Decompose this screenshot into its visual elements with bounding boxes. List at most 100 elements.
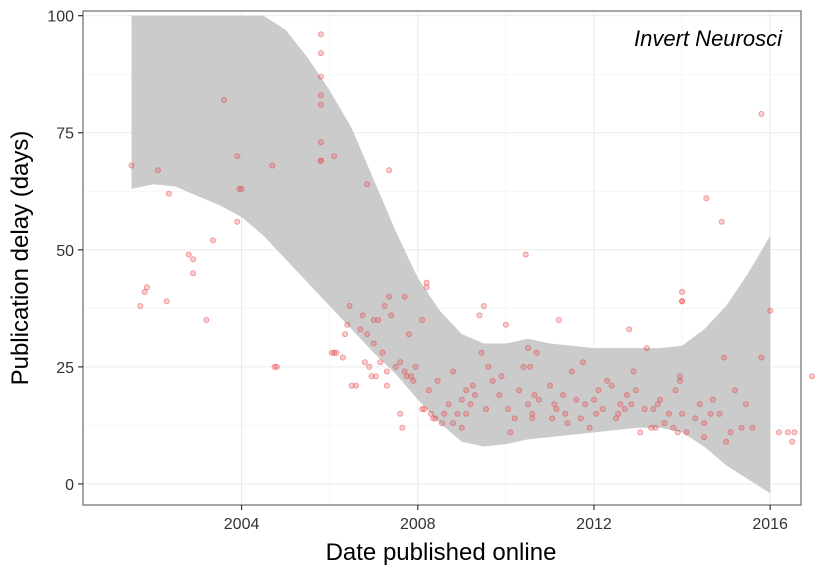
data-point xyxy=(234,218,241,225)
data-point xyxy=(593,410,600,417)
data-point xyxy=(220,97,227,104)
data-point xyxy=(209,237,216,244)
data-point xyxy=(679,288,686,295)
data-point xyxy=(679,298,686,305)
data-point xyxy=(723,438,730,445)
data-point xyxy=(621,405,628,412)
panel-annotation: Invert Neurosci xyxy=(634,26,783,51)
data-point xyxy=(471,391,478,398)
data-point xyxy=(591,396,598,403)
data-point xyxy=(386,293,393,300)
data-point xyxy=(791,429,798,436)
data-point xyxy=(432,415,439,422)
data-point xyxy=(401,368,408,375)
data-point xyxy=(580,359,587,366)
data-point xyxy=(522,251,529,258)
data-point xyxy=(392,363,399,370)
data-point xyxy=(190,270,197,277)
x-tick-label: 2004 xyxy=(224,516,260,533)
data-point xyxy=(438,420,445,427)
data-point xyxy=(143,284,150,291)
data-point xyxy=(366,363,373,370)
data-point xyxy=(661,420,668,427)
data-point xyxy=(449,420,456,427)
y-axis-title: Publication delay (days) xyxy=(7,131,34,386)
data-point xyxy=(137,302,144,309)
data-point xyxy=(613,415,620,422)
data-point xyxy=(738,424,745,431)
data-point xyxy=(577,415,584,422)
data-point xyxy=(604,377,611,384)
data-point xyxy=(379,349,386,356)
data-point xyxy=(637,429,644,436)
data-point xyxy=(388,312,395,319)
data-point xyxy=(511,415,518,422)
data-point xyxy=(701,434,708,441)
data-point xyxy=(696,401,703,408)
data-point xyxy=(163,298,170,305)
data-point xyxy=(701,420,708,427)
data-point xyxy=(709,396,716,403)
data-point xyxy=(441,410,448,417)
data-point xyxy=(553,405,560,412)
data-point xyxy=(624,391,631,398)
y-tick-label: 100 xyxy=(47,9,74,26)
data-point xyxy=(749,424,756,431)
data-point xyxy=(370,316,377,323)
data-point xyxy=(617,401,624,408)
data-point xyxy=(403,373,410,380)
data-point xyxy=(370,340,377,347)
plot-border xyxy=(82,10,802,506)
data-point xyxy=(520,363,527,370)
data-point xyxy=(683,429,690,436)
data-point xyxy=(672,387,679,394)
data-point xyxy=(317,101,324,108)
data-point xyxy=(529,410,536,417)
data-point xyxy=(524,345,531,352)
data-point xyxy=(234,153,241,160)
data-point xyxy=(476,312,483,319)
data-point xyxy=(238,185,245,192)
data-point xyxy=(317,139,324,146)
data-point xyxy=(405,331,412,338)
data-point xyxy=(427,410,434,417)
data-point xyxy=(128,162,135,169)
data-point xyxy=(190,256,197,263)
data-point xyxy=(516,387,523,394)
data-point xyxy=(742,401,749,408)
data-point xyxy=(665,410,672,417)
data-point xyxy=(546,382,553,389)
data-point xyxy=(368,373,375,380)
data-point xyxy=(397,410,404,417)
data-point xyxy=(758,111,765,118)
data-point xyxy=(154,167,161,174)
data-point xyxy=(595,387,602,394)
data-point xyxy=(383,382,390,389)
x-axis-title: Date published online xyxy=(326,539,557,566)
data-point xyxy=(652,424,659,431)
data-point xyxy=(731,387,738,394)
data-point xyxy=(469,382,476,389)
data-point xyxy=(185,251,192,258)
data-point xyxy=(419,316,426,323)
data-point xyxy=(524,401,531,408)
data-point xyxy=(703,195,710,202)
data-point xyxy=(502,321,509,328)
data-point xyxy=(718,218,725,225)
data-point xyxy=(397,359,404,366)
data-point xyxy=(203,316,210,323)
data-point xyxy=(480,302,487,309)
data-point xyxy=(410,377,417,384)
data-points xyxy=(128,31,816,445)
data-point xyxy=(628,401,635,408)
data-point xyxy=(582,401,589,408)
data-point xyxy=(445,401,452,408)
data-point xyxy=(632,387,639,394)
data-point xyxy=(564,420,571,427)
data-point xyxy=(650,405,657,412)
data-point xyxy=(331,153,338,160)
data-point xyxy=(674,429,681,436)
data-point xyxy=(641,405,648,412)
data-point xyxy=(573,396,580,403)
data-point xyxy=(586,424,593,431)
